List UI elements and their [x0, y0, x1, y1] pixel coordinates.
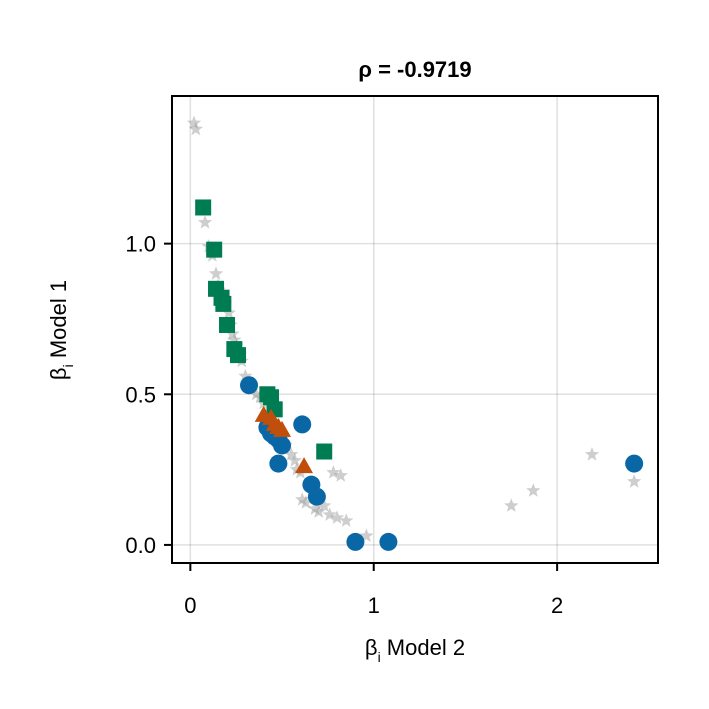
star-point [197, 215, 213, 229]
circle-point [240, 376, 259, 395]
x-axis-label-base: β [365, 635, 378, 660]
star-point [333, 468, 348, 482]
star-point [188, 121, 203, 136]
circle-point [269, 454, 288, 473]
data-points [186, 115, 644, 551]
star-point [329, 510, 345, 524]
square-point [316, 443, 333, 460]
x-tick-label: 0 [184, 593, 196, 618]
circle-point [346, 532, 365, 551]
star-point [339, 513, 354, 527]
star-point [627, 474, 642, 488]
star-point [317, 498, 332, 512]
grid-lines [172, 96, 658, 563]
square-point [195, 199, 212, 216]
x-axis-label-rest: Model 2 [381, 635, 465, 660]
star-point [238, 368, 253, 383]
star-point [249, 386, 264, 401]
star-point [322, 507, 337, 521]
y-tick-label: 0.0 [125, 533, 156, 558]
y-axis-label: βi Model 1 [46, 280, 76, 380]
star-point [186, 115, 202, 130]
square-point [215, 295, 232, 312]
x-tick-label: 2 [551, 593, 563, 618]
star-point [307, 501, 323, 515]
square-point [206, 241, 223, 258]
plot-frame [171, 95, 659, 564]
y-axis-label-base: β [46, 367, 71, 380]
star-point [289, 462, 304, 476]
square-point [263, 389, 280, 406]
star-point [526, 483, 541, 497]
star-point [584, 447, 600, 461]
y-axis-label-subscript: i [60, 364, 76, 367]
star-point [298, 495, 314, 509]
circle-point [273, 436, 292, 455]
star-point [221, 305, 236, 319]
circle-point [307, 487, 326, 506]
axis-ticks: 0 1 2 0.0 0.5 1.0 [125, 232, 563, 618]
circle-point [379, 532, 398, 551]
star-point [504, 498, 519, 512]
x-axis-label: βi Model 2 [365, 635, 465, 665]
star-point [359, 528, 374, 542]
y-axis-label-rest: Model 1 [46, 280, 71, 364]
circle-point [293, 415, 312, 434]
star-point [295, 492, 310, 506]
star-point [225, 326, 240, 341]
y-tick-label: 1.0 [125, 232, 156, 257]
star-point [287, 453, 303, 467]
chart-title: ρ = -0.9719 [358, 57, 471, 82]
x-tick-label: 1 [368, 593, 380, 618]
star-point [326, 465, 341, 479]
star-point [208, 266, 224, 280]
star-point [227, 332, 242, 347]
square-point [219, 316, 236, 333]
y-tick-label: 0.5 [125, 382, 156, 407]
x-axis-label-subscript: i [378, 649, 381, 665]
star-point [284, 447, 299, 461]
triangle-point [273, 420, 292, 437]
circle-point [625, 454, 644, 473]
triangle-point [295, 457, 314, 474]
square-point [230, 347, 247, 364]
star-point [311, 504, 326, 518]
